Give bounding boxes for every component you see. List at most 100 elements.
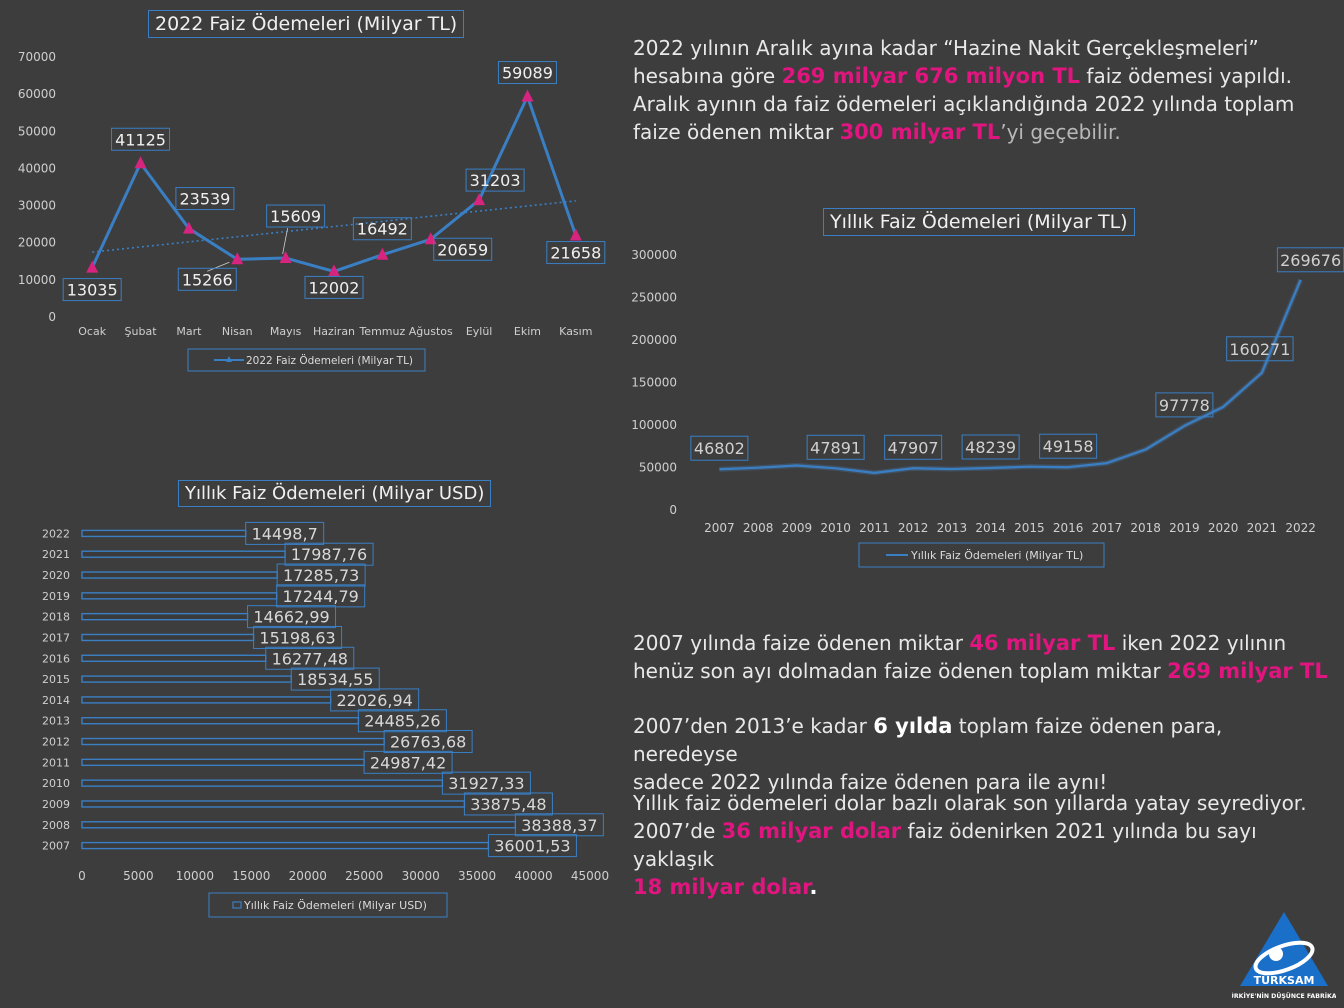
x-tick-label: 2022 [1285,521,1316,535]
y-tick-label: 50000 [639,461,677,475]
data-label: 17987,76 [291,545,367,564]
turksam-logo: TÜRKSAM TÜRKİYE'NİN DÜŞÜNCE FABRİKASI [1225,908,1343,1004]
legend-box [858,542,1105,568]
data-label: 31927,33 [448,774,524,793]
x-tick-label: 2019 [1169,521,1200,535]
x-tick-label: 45000 [571,869,609,883]
y-tick-label: 10000 [18,273,56,287]
p1-text-e: Aralık ayının da faiz ödemeleri açıkland… [633,92,1295,116]
y-tick-label: 2018 [42,611,70,624]
data-label-box [383,730,473,754]
data-label-box [62,278,122,302]
data-bar [81,758,365,767]
data-point-marker [521,89,534,102]
data-label-box [884,434,943,460]
x-tick-label: 2018 [1130,521,1161,535]
leader-line [282,227,289,255]
leader-line [207,261,230,272]
y-tick-label: 30000 [18,199,56,213]
y-tick-label: 250000 [631,291,677,305]
x-tick-label: 2008 [743,521,774,535]
data-label: 48239 [965,438,1016,457]
y-tick-label: 2013 [42,715,70,728]
data-label-box [265,646,355,670]
data-label-box [546,241,606,265]
y-tick-label: 40000 [18,161,56,175]
data-label-box [514,813,604,837]
logo-tagline: TÜRKİYE'NİN DÜŞÜNCE FABRİKASI [1232,991,1336,1000]
data-label: 14498,7 [252,524,318,543]
data-bar [81,571,278,579]
data-label-box [175,187,235,211]
data-bar [81,841,490,850]
x-tick-label: 2014 [975,521,1006,535]
data-label-box [111,127,171,151]
y-tick-label: 2020 [42,569,70,582]
data-bar [81,675,292,683]
data-bar [81,737,385,746]
data-point-marker [376,247,389,260]
p2-text-c: iken 2022 yılının [1115,631,1287,655]
data-label: 16277,48 [272,649,348,668]
y-tick-label: 2007 [42,840,70,853]
y-tick-label: 2012 [42,736,70,749]
x-tick-label: 25000 [345,869,383,883]
x-tick-label: 5000 [123,869,154,883]
y-tick-label: 300000 [631,248,677,262]
data-label: 24987,42 [370,753,446,772]
data-label: 26763,68 [390,733,466,752]
highlight-269-milyar: 269 milyar TL [1167,659,1328,683]
data-point-marker [231,252,244,265]
data-label-box [497,61,557,85]
p3-text-a: 2007’den 2013’e kadar [633,714,874,738]
highlight-18-milyar-dolar: 18 milyar dolar [633,875,810,899]
data-label: 23539 [179,190,230,209]
monthly-line-chart: 0 10000 20000 30000 40000 50000 60000 70000 Ocak… [18,50,606,372]
y-tick-label: 20000 [18,236,56,250]
p1-text-d: faiz ödemesi yapıldı. [1080,64,1292,88]
data-label: 47907 [888,438,939,457]
x-tick-label: 20000 [289,869,327,883]
yearly-tl-chart-title: Yıllık Faiz Ödemeleri (Milyar TL) [823,208,1135,236]
x-tick-label: Nisan [222,325,253,338]
data-label-box [690,435,749,461]
y-tick-label: 2014 [42,694,70,707]
data-label: 41125 [115,130,166,149]
x-tick-label: 2020 [1208,521,1239,535]
y-tick-label: 60000 [18,87,56,101]
data-label-box [253,625,343,649]
data-label: 46802 [694,439,745,458]
data-label-box [247,605,337,629]
x-tick-label: 2013 [937,521,968,535]
data-label-box [290,667,380,691]
highlight-36-milyar-dolar: 36 milyar dolar [721,819,902,843]
paragraph-dollar: Yıllık faiz ödemeleri dolar bazlı olarak… [633,789,1338,901]
data-label: 47891 [810,438,861,457]
y-tick-label: 2019 [42,590,70,603]
data-label-box [276,563,366,587]
legend-label: Yıllık Faiz Ödemeleri (Milyar USD) [243,899,427,912]
x-tick-label: 2015 [1014,521,1045,535]
yearly-tl-line-chart: 0 50000 100000 150000 200000 250000 300000 2007… [631,247,1344,568]
data-label-box [487,834,577,858]
data-label-box [433,237,493,261]
turksam-logo-icon: TÜRKSAM TÜRKİYE'NİN DÜŞÜNCE FABRİKASI [1225,912,1343,1000]
data-bar [81,592,278,600]
x-tick-label: Eylül [466,325,493,338]
data-label: 14662,99 [253,608,329,627]
y-tick-label: 2011 [42,756,70,769]
x-tick-label: 30000 [402,869,440,883]
data-label: 33875,48 [470,795,546,814]
usd-bar-chart: 2022 14498,7 2021 17987,76 2020 17285,73 2019 1… [42,521,609,918]
data-label-box [357,709,447,733]
logo-name: TÜRKSAM [1254,973,1315,987]
x-tick-label: Temmuz [358,325,405,338]
y-tick-label: 2021 [42,548,70,561]
usd-chart-title: Yıllık Faiz Ödemeleri (Milyar USD) [178,480,492,507]
data-label: 17244,79 [283,587,359,606]
data-label-box [304,275,364,299]
highlight-46-milyar: 46 milyar TL [969,631,1116,655]
data-label: 13035 [67,281,118,300]
x-tick-label: Şubat [125,325,158,338]
data-label: 21658 [550,244,601,263]
